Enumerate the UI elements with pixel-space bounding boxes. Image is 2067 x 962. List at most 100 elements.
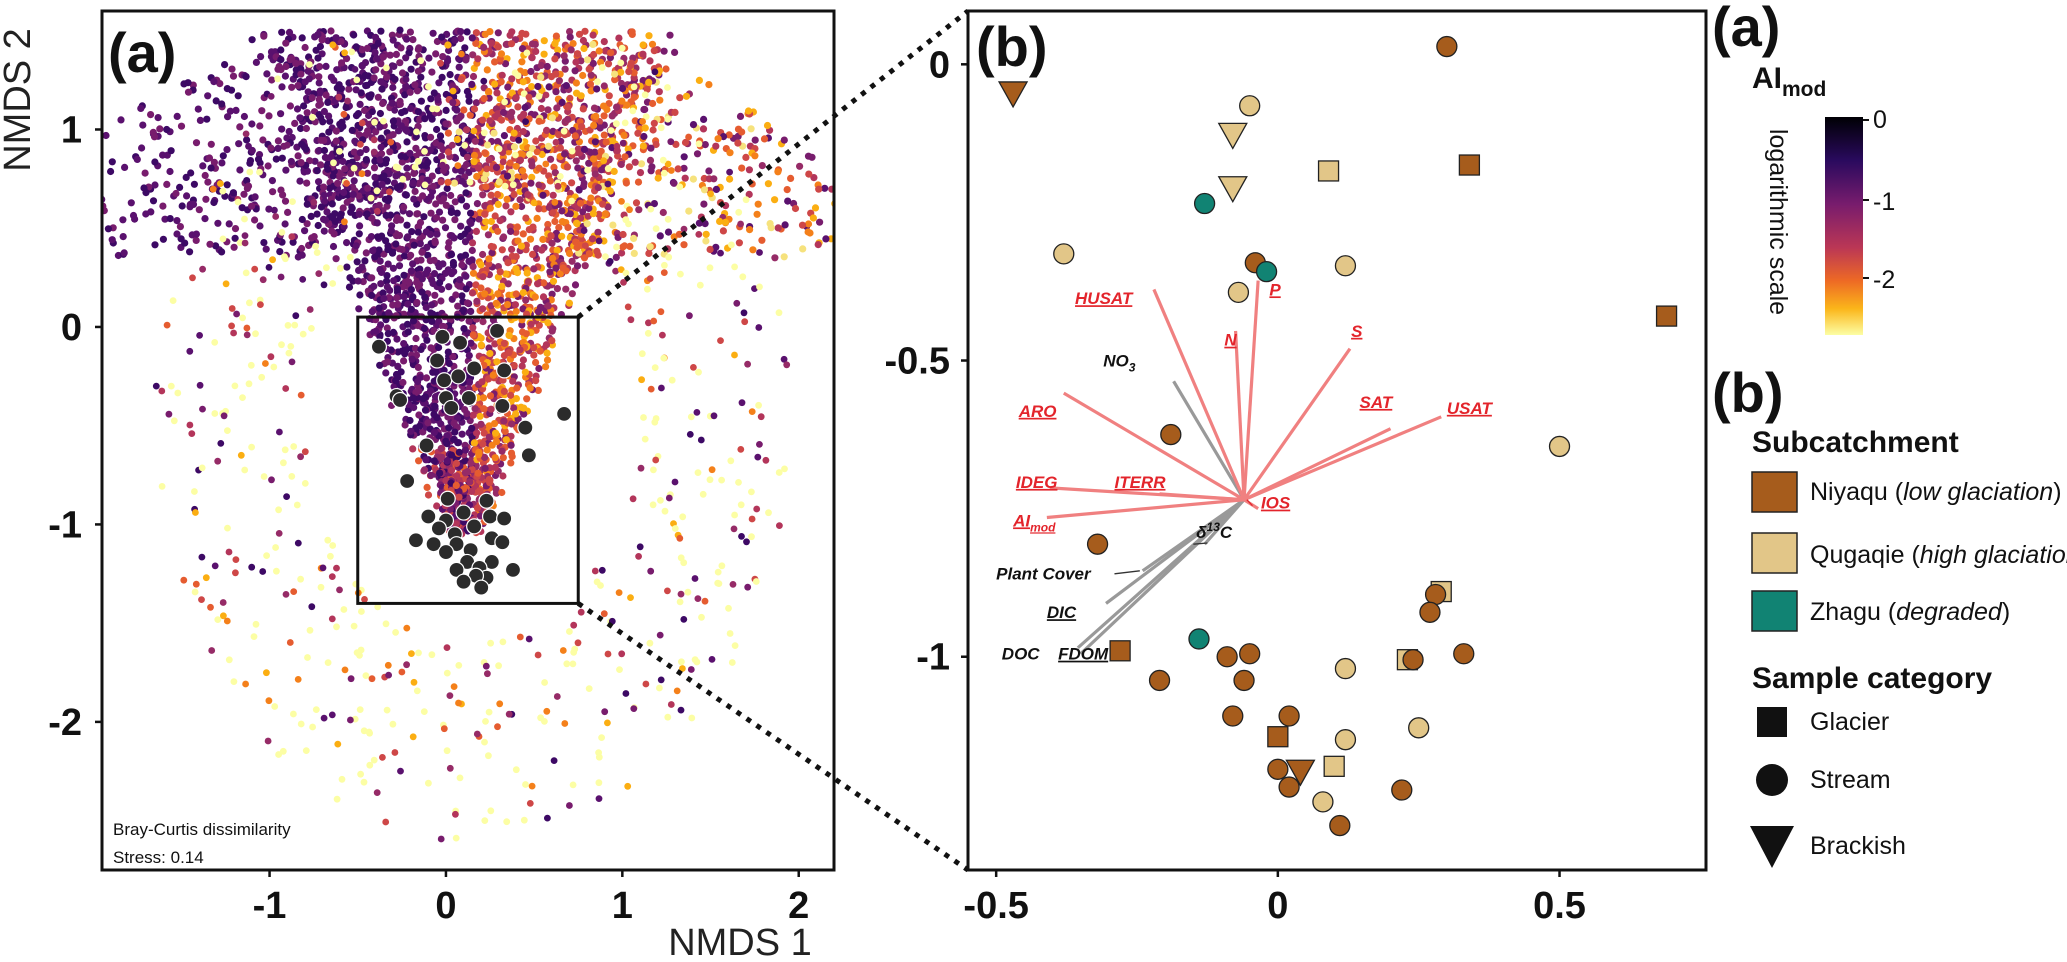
formula-point [119,233,127,241]
formula-point [373,187,381,195]
formula-point [500,108,508,117]
formula-point [159,235,167,243]
formula-point [410,678,418,686]
formula-point [256,222,264,230]
formula-point [256,122,264,130]
stress-note-line1: Bray-Curtis dissimilarity [113,820,291,839]
formula-point [530,199,538,207]
panel-a: (a) -1 0 1 2 10-1-2 NMDS 1 NMDS 2 Bray-Curt… [0,9,836,962]
colorbar-tick-2: -2 [1873,266,1895,294]
formula-point [321,197,329,205]
sample-point [437,543,455,561]
formula-point [382,369,390,377]
formula-point [507,441,515,449]
formula-point [617,160,625,168]
formula-point [695,76,704,84]
formula-point [563,163,572,171]
formula-point [257,301,264,308]
formula-point [680,241,688,249]
formula-point [465,378,473,386]
formula-point [624,145,632,153]
formula-point [668,376,676,384]
formula-point [661,261,668,269]
formula-point [294,539,302,547]
formula-point [600,38,608,46]
formula-point [305,75,313,83]
formula-point [451,198,459,206]
formula-point [512,766,520,774]
formula-point [590,121,598,129]
formula-point [127,199,135,207]
formula-point [783,186,791,194]
formula-point [156,125,164,133]
formula-point [411,81,419,89]
formula-point [387,138,395,146]
formula-point [593,247,601,255]
formula-point [728,659,736,666]
formula-point [546,268,554,276]
formula-point [481,149,489,157]
formula-point [303,220,311,228]
formula-point [389,720,397,728]
formula-point [350,622,358,630]
formula-point [499,454,507,462]
formula-point [277,110,285,118]
formula-point [710,412,718,420]
formula-point [645,78,653,86]
formula-point [313,210,321,218]
formula-point [329,172,337,180]
formula-point [274,144,282,152]
formula-point [334,740,342,748]
point-niyaqu-stream [1278,776,1300,798]
formula-point [316,87,324,95]
formula-point [199,162,207,170]
formula-point [333,84,341,92]
formula-point [636,543,644,551]
formula-point [475,215,483,223]
formula-point [60,224,67,231]
formula-point [216,80,224,88]
formula-point [756,441,763,448]
formula-point [244,182,253,190]
formula-point [594,78,601,86]
formula-point [218,100,226,108]
formula-point [605,100,613,108]
formula-point [502,270,510,278]
formula-point [566,249,574,258]
formula-point [441,224,450,232]
formula-point [418,248,426,256]
formula-point [231,382,239,390]
formula-point [371,173,379,181]
formula-point [274,75,282,83]
formula-point [427,133,435,141]
formula-point [211,562,219,570]
formula-point [492,163,501,171]
formula-point [288,358,296,366]
formula-point [355,192,363,200]
formula-point [252,620,260,628]
formula-point [457,253,465,261]
formula-point [575,30,584,38]
formula-point [343,198,351,206]
formula-point [518,58,526,66]
formula-point [618,249,626,257]
formula-point [634,178,643,186]
formula-point [544,106,552,114]
formula-point [389,36,397,44]
formula-point [556,144,565,152]
formula-point [386,286,394,294]
formula-point [239,394,246,401]
formula-point [452,481,460,489]
formula-point [500,339,508,347]
formula-point [225,656,233,664]
formula-point [224,113,232,121]
formula-point [606,258,614,265]
formula-point [549,277,558,285]
formula-point [195,206,203,214]
formula-point [376,109,384,118]
formula-point [394,164,402,172]
formula-point [734,139,742,147]
sample-point [434,328,451,345]
formula-point [337,210,345,218]
formula-point [652,456,660,464]
